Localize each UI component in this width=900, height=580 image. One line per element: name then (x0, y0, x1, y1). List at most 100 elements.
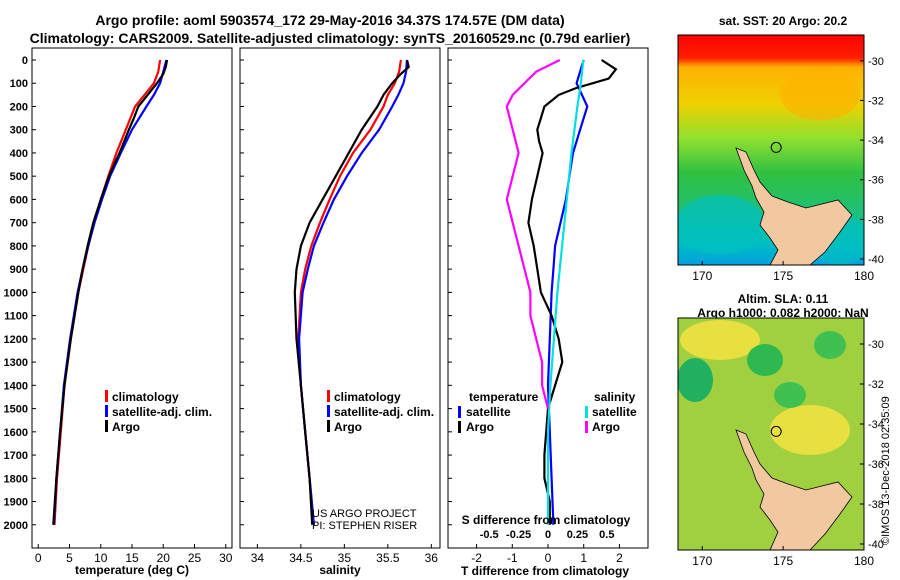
legend-label-climatology: climatology (112, 390, 179, 404)
depth-tick-label: 1500 (4, 404, 28, 416)
map-y-tick-label: -34 (868, 419, 884, 431)
title-line-2: Climatology: CARS2009. Satellite-adjuste… (29, 30, 631, 46)
legend-label-t-satellite: satellite (466, 405, 511, 419)
legend-label-satellite: satellite-adj. clim. (334, 405, 434, 419)
sst-float-marker (770, 141, 782, 153)
depth-tick-label: 600 (10, 194, 28, 206)
legend-title-temperature: temperature (469, 390, 539, 404)
sla-map-axes: 170 175 180 -30 -32 -34 -36 -38 -40 (692, 339, 884, 568)
salinity-plot-frame (239, 47, 441, 549)
map-y-tick-label: -38 (868, 499, 884, 511)
legend-swatch-s-argo (585, 421, 588, 433)
x-tick-label: 34 (251, 551, 265, 565)
difference-legend: temperature satellite Argo salinity sate… (458, 390, 637, 434)
x-tick-label: 30 (219, 551, 233, 565)
map-y-tick-label: -34 (868, 135, 884, 147)
legend-label-satellite: satellite-adj. clim. (112, 405, 212, 419)
x-tick-label: 0 (545, 551, 552, 565)
sla-yellow-patch-2 (770, 405, 850, 455)
salinity-plot: 34 34.5 35 35.5 36 (251, 59, 439, 565)
x-tick-label: 15 (125, 551, 139, 565)
imos-timestamp: ©IMOS 13-Dec-2018 02:35:09 (880, 396, 892, 545)
s-difference-label: S difference from climatology (462, 513, 631, 527)
sst-cool-patch (678, 195, 765, 255)
series-argo (293, 59, 410, 525)
depth-tick-label: 1400 (4, 380, 28, 392)
depth-tick-label: 1600 (4, 427, 28, 439)
series-satellite-adj-clim- (297, 59, 409, 525)
map-y-tick-label: -40 (868, 539, 884, 551)
legend-label-t-argo: Argo (466, 420, 494, 434)
sla-map: 170 175 180 -30 -32 -34 -36 -38 -40 (677, 317, 884, 568)
map-y-tick-label: -36 (868, 175, 884, 187)
x-tick-label: -1 (507, 551, 518, 565)
x-tick-label: -2 (471, 551, 482, 565)
sla-land (735, 429, 853, 550)
map-y-tick-label: -32 (868, 379, 884, 391)
series-argo (52, 59, 169, 525)
depth-tick-label: 1200 (4, 334, 28, 346)
map-x-tick-label: 175 (773, 269, 793, 283)
legend-swatch-climatology (105, 390, 108, 402)
temperature-plot: 0 5 10 15 20 25 30 (35, 59, 233, 565)
legend-swatch-argo (105, 420, 108, 432)
legend-swatch-satellite (105, 405, 108, 417)
s-tick-label: 0.5 (599, 529, 614, 541)
series-satellite-adj-clim- (52, 59, 168, 525)
sla-float-marker (770, 425, 782, 437)
depth-tick-label: 1000 (4, 287, 28, 299)
depth-tick-label: 0 (22, 55, 28, 67)
depth-tick-label: 1900 (4, 497, 28, 509)
depth-tick-label: 500 (10, 171, 28, 183)
salinity-xlabel: salinity (319, 563, 361, 577)
sst-land (735, 147, 853, 265)
map-x-tick-label: 175 (773, 554, 793, 568)
map-x-tick-label: 180 (854, 269, 874, 283)
x-tick-label: 20 (157, 551, 171, 565)
x-tick-label: 35.5 (376, 551, 400, 565)
x-tick-label: 10 (94, 551, 108, 565)
depth-tick-label: 300 (10, 125, 28, 137)
legend-label-s-satellite: satellite (592, 405, 637, 419)
sst-map: 170 175 180 -30 -32 -34 -36 -38 -40 (677, 34, 884, 283)
sla-green-eddy-2 (747, 344, 783, 376)
x-tick-label: 5 (66, 551, 73, 565)
depth-tick-label: 700 (10, 218, 28, 230)
depth-tick-label: 1700 (4, 450, 28, 462)
depth-tick-label: 2000 (4, 520, 28, 532)
x-tick-label: 25 (188, 551, 202, 565)
map-y-tick-label: -30 (868, 56, 884, 68)
difference-plot: -2 -1 0 1 2 -0.5 -0.25 0 0.25 0.5 (471, 59, 623, 565)
sla-green-eddy-3 (814, 331, 846, 359)
salinity-legend: climatology satellite-adj. clim. Argo (327, 390, 434, 434)
temperature-xlabel: temperature (deg C) (75, 563, 189, 577)
sla-green-eddy-4 (774, 382, 806, 408)
x-tick-label: 2 (616, 551, 623, 565)
x-tick-label: 36 (425, 551, 439, 565)
depth-tick-label: 400 (10, 148, 28, 160)
depth-tick-label: 200 (10, 101, 28, 113)
temperature-legend: climatology satellite-adj. clim. Argo (105, 390, 212, 434)
credit-line-2: PI: STEPHEN RISER (312, 520, 417, 532)
depth-axis: 0 100 200 300 400 500 600 700 800 900 1000 1100 1200… (4, 55, 452, 532)
series-t-satellite (546, 59, 589, 525)
depth-tick-label: 800 (10, 241, 28, 253)
sla-map-subtitle: Argo h1000: 0.082 h2000: NaN (697, 306, 869, 320)
legend-label-argo: Argo (334, 420, 362, 434)
sla-map-title: Altim. SLA: 0.11 (737, 292, 829, 306)
x-tick-label: 35 (338, 551, 352, 565)
map-y-tick-label: -30 (868, 339, 884, 351)
map-x-tick-label: 170 (692, 554, 712, 568)
sst-map-frame (677, 34, 865, 266)
legend-title-salinity: salinity (594, 390, 636, 404)
profile-charts: 0100200300400500600700800900100011001200… (4, 47, 649, 578)
s-tick-label: 0 (545, 529, 551, 541)
legend-label-climatology: climatology (334, 390, 401, 404)
series-s-argo (505, 59, 561, 409)
legend-swatch-satellite (327, 405, 330, 417)
s-tick-label: -0.5 (480, 529, 499, 541)
title-line-1: Argo profile: aoml 5903574_172 29-May-20… (95, 12, 565, 28)
depth-tick-label: 100 (10, 78, 28, 90)
legend-label-argo: Argo (112, 420, 140, 434)
map-y-tick-label: -32 (868, 95, 884, 107)
